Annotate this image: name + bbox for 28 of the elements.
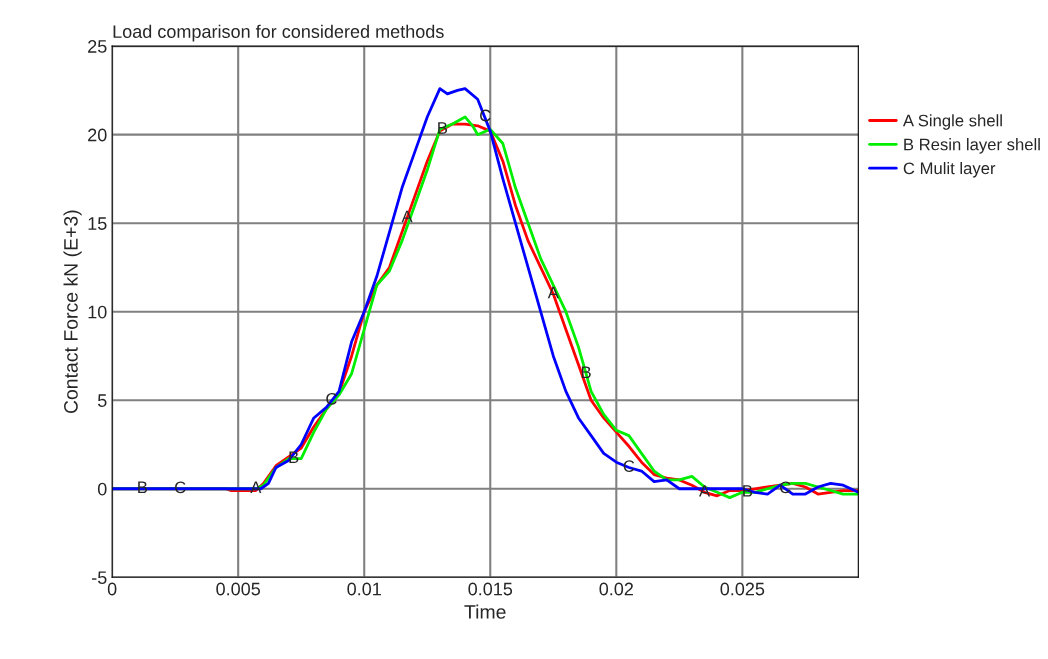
x-axis-title: Time	[464, 604, 506, 619]
annotation: A	[401, 210, 413, 223]
chart-title: Load comparison for considered methods	[113, 24, 444, 42]
y-tick-label: 15	[88, 217, 107, 230]
legend-label: C Mulit layer	[903, 161, 996, 178]
annotation: A	[250, 481, 262, 494]
annotation: B	[743, 485, 753, 497]
annotation: B	[438, 122, 448, 134]
annotation: C	[780, 481, 791, 494]
legend-label: B Resin layer shell	[904, 138, 1040, 154]
annotation: A	[547, 286, 559, 299]
y-tick-label: -5	[92, 571, 107, 584]
x-tick-label: 0.01	[347, 582, 381, 596]
y-axis-title: Contact Force kN (E+3)	[63, 210, 82, 414]
y-tick-label: 10	[88, 305, 107, 319]
legend-label: A Single shell	[902, 114, 1002, 130]
y-tick-label: 0	[97, 482, 107, 496]
x-tick-label: 0.02	[599, 582, 633, 596]
annotation: C	[326, 392, 337, 405]
y-tick-label: 20	[88, 128, 107, 142]
x-tick-label: 0.025	[720, 582, 765, 596]
x-tick-label: 0.015	[468, 582, 513, 596]
y-tick-label: 25	[88, 40, 107, 53]
y-tick-label: 5	[97, 394, 107, 407]
annotation: B	[289, 451, 299, 463]
x-tick-label: 0	[107, 582, 117, 596]
annotation: A	[699, 485, 711, 497]
x-tick-label: 0.005	[216, 582, 261, 596]
